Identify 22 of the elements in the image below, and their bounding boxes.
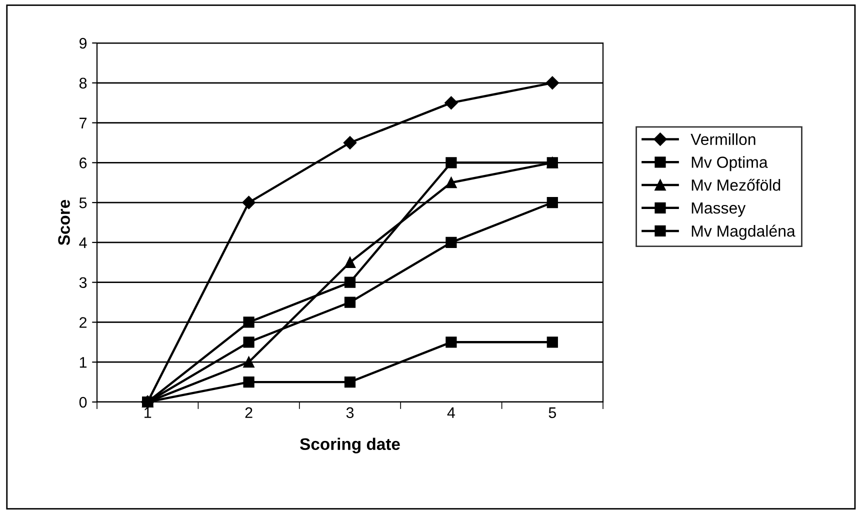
y-tick-label: 5 [79, 198, 87, 208]
legend-label: Vermillon [690, 133, 756, 146]
y-tick-label: 7 [80, 118, 87, 128]
y-axis-title: Score [58, 200, 70, 246]
x-tick-label: 5 [548, 407, 556, 418]
y-tick-label: 8 [79, 78, 87, 89]
y-tick-label: 6 [80, 158, 87, 168]
y-tick-label: 1 [80, 357, 87, 368]
y-tick-label: 4 [79, 237, 87, 248]
legend-label: Mv Optima [692, 156, 768, 172]
legend-label: Massey [692, 202, 746, 217]
x-tick-label: 3 [346, 407, 354, 418]
legend-label: Mv Mezőföld [692, 178, 780, 191]
y-tick-label: 3 [79, 277, 87, 288]
x-tick-label: 4 [447, 407, 455, 418]
x-tick-label: 1 [144, 407, 152, 418]
legend-label: Mv Magdaléna [692, 224, 796, 240]
x-tick-label: 2 [245, 407, 252, 418]
y-tick-label: 2 [80, 317, 87, 328]
y-tick-label: 9 [80, 38, 87, 49]
x-axis-title: Scoring date [300, 438, 400, 454]
y-tick-label: 0 [79, 396, 87, 408]
